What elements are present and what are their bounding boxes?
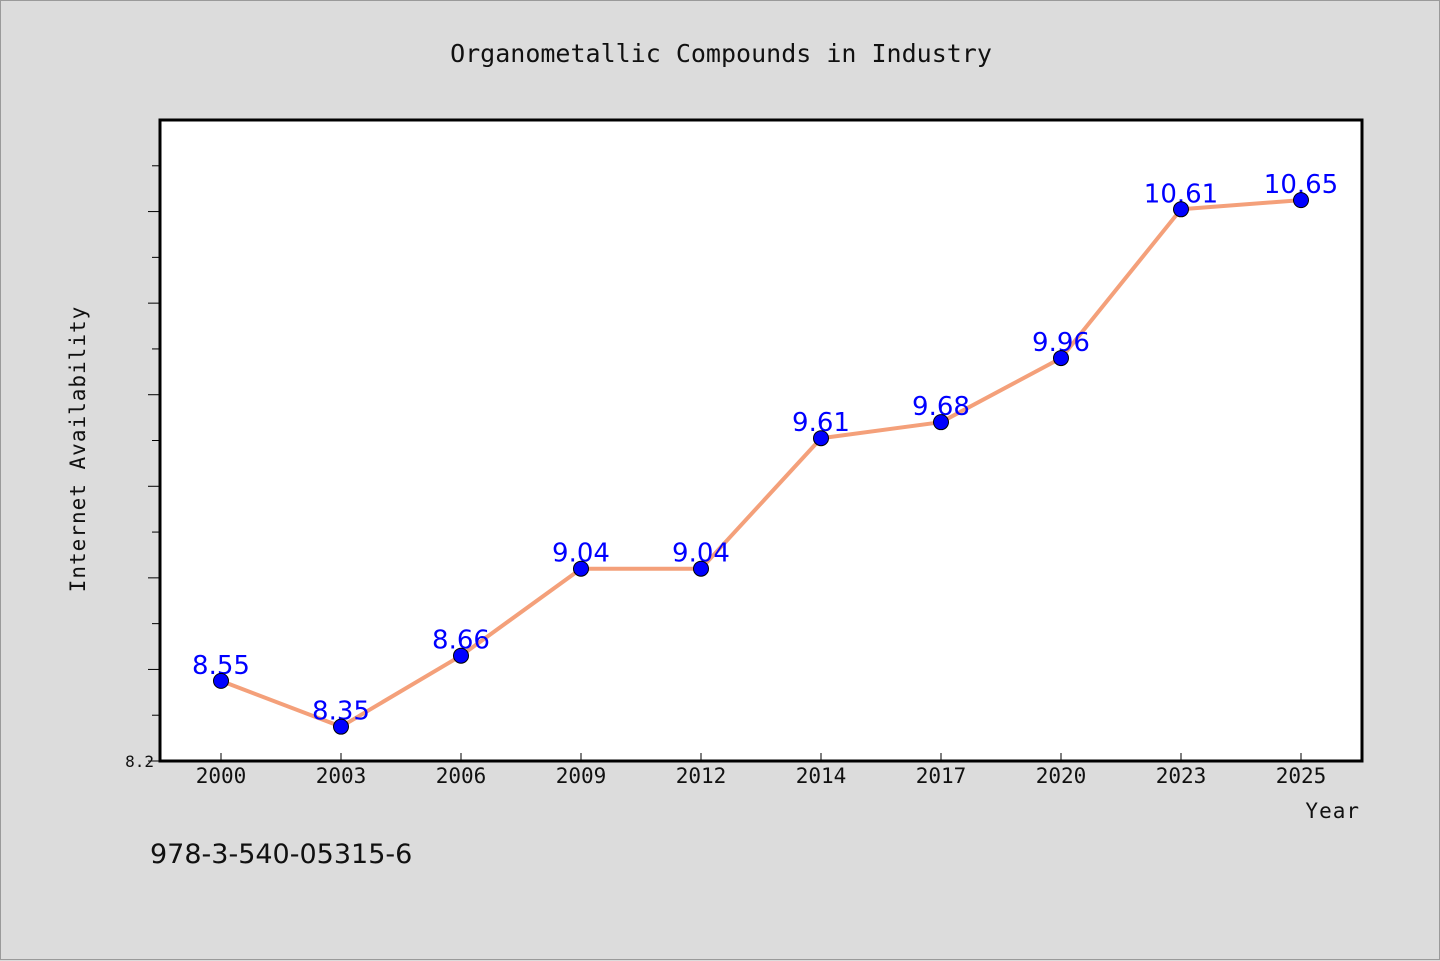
data-point <box>333 718 349 735</box>
x-tick-label: 2020 <box>1036 764 1087 788</box>
data-point <box>1173 201 1189 218</box>
chart-title: Organometallic Compounds in Industry <box>450 39 992 68</box>
y-axis-title: Internet Availability <box>66 306 90 593</box>
x-tick-label: 2006 <box>436 764 487 788</box>
data-point <box>693 560 709 577</box>
x-tick-label: 2017 <box>916 764 967 788</box>
data-point <box>573 560 589 577</box>
data-point <box>1053 350 1069 367</box>
plot-area <box>158 118 1364 763</box>
data-point <box>933 414 949 431</box>
data-point <box>1293 192 1309 209</box>
x-tick-label: 2003 <box>316 764 367 788</box>
x-tick-labels: 2000 2003 2006 2009 2012 2014 2017 2020 2023 2025 <box>196 764 1327 788</box>
series-line <box>219 198 1303 729</box>
x-tick-label: 2012 <box>676 764 727 788</box>
data-point <box>213 672 229 689</box>
y-axis-ticks <box>148 165 160 762</box>
data-point <box>813 430 829 447</box>
y-tick-label: 8.2 <box>125 752 154 771</box>
x-tick-label: 2000 <box>196 764 247 788</box>
data-point <box>453 647 469 664</box>
isbn-text: 978-3-540-05315-6 <box>150 839 412 870</box>
x-tick-label: 2025 <box>1276 764 1327 788</box>
x-tick-label: 2009 <box>556 764 607 788</box>
x-axis-title: Year <box>1305 799 1360 823</box>
x-tick-label: 2023 <box>1156 764 1207 788</box>
x-tick-label: 2014 <box>796 764 847 788</box>
x-axis-ticks <box>220 753 1302 761</box>
